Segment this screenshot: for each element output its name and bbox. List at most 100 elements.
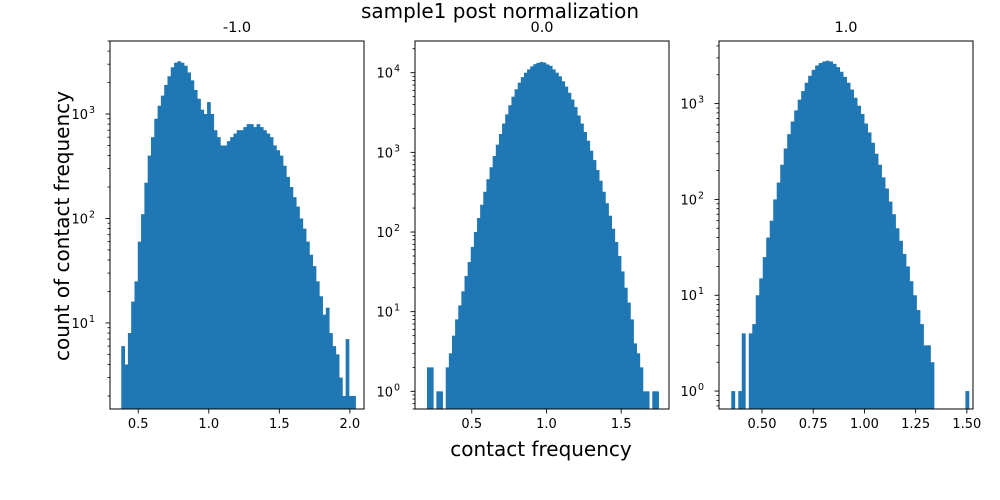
y-tick-label: 10	[71, 317, 88, 332]
y-tick-label: 10	[680, 193, 697, 208]
histogram-bar	[197, 98, 201, 409]
histogram-bar	[783, 148, 788, 410]
histogram-bar	[620, 271, 625, 409]
histogram-bar	[335, 354, 340, 409]
histogram-bar	[614, 241, 619, 409]
histogram-bar	[885, 188, 889, 409]
histogram-bar	[919, 324, 924, 409]
y-tick-label: 10	[376, 146, 393, 161]
histogram-bar	[639, 367, 644, 409]
histogram-bar	[899, 240, 903, 409]
histogram-bar	[539, 62, 544, 410]
y-tick-exponent: 1	[394, 303, 400, 314]
histogram-bar	[655, 391, 659, 409]
histogram-bar	[561, 81, 566, 409]
histogram-bar	[605, 203, 609, 409]
histogram-bars	[731, 60, 970, 410]
histogram-bar	[511, 96, 515, 410]
histogram-bar	[762, 257, 767, 409]
histogram-bar	[811, 69, 816, 409]
histogram-bar	[279, 155, 284, 409]
histogram-bar	[495, 144, 500, 409]
histogram-bar	[825, 60, 830, 409]
histogram-bar	[210, 114, 215, 409]
histogram-bar	[124, 364, 129, 409]
y-tick-label: 10	[376, 306, 393, 321]
histogram-bar	[339, 377, 343, 409]
histogram-bar	[517, 82, 522, 410]
histogram-bar	[480, 204, 484, 409]
histogram-bar	[276, 150, 281, 410]
histogram-bar	[808, 75, 813, 410]
histogram-bar	[523, 72, 528, 409]
histogram-bar	[867, 132, 872, 409]
histogram-bar	[144, 182, 149, 409]
x-tick-label: 1.5	[269, 417, 290, 432]
histogram-bar	[741, 333, 746, 409]
histogram-bar	[352, 395, 356, 409]
histogram-bar	[203, 114, 208, 409]
panel-title: 0.0	[530, 20, 553, 36]
histogram-bar	[930, 362, 935, 409]
histogram-bar	[246, 124, 251, 409]
histogram-bar	[766, 237, 771, 409]
x-tick-label: 0.75	[799, 417, 828, 432]
histogram-bar	[292, 197, 297, 409]
histogram-bar	[160, 95, 165, 410]
histogram-bar	[602, 191, 606, 409]
histogram-bar	[776, 182, 781, 409]
histogram-bar	[167, 76, 172, 409]
histogram-bar	[586, 140, 591, 409]
histogram-bar	[832, 63, 837, 409]
histogram-bar	[790, 121, 795, 410]
histogram-bar	[256, 124, 261, 409]
histogram-bar	[183, 65, 188, 410]
histogram-bar	[759, 278, 764, 409]
histogram-bar	[520, 77, 525, 410]
histogram-bar	[536, 62, 541, 409]
histogram-bar	[486, 179, 490, 409]
histogram-bar	[769, 220, 774, 409]
histogram-bar	[164, 84, 168, 410]
histogram-bar	[448, 353, 453, 409]
histogram-bar	[249, 124, 254, 409]
y-tick-exponent: 0	[394, 382, 400, 393]
axes-frame	[414, 40, 670, 410]
histogram-bar	[642, 391, 647, 409]
histogram-bar	[652, 391, 656, 409]
y-tick-exponent: 1	[89, 314, 95, 325]
histogram-bar	[916, 310, 921, 409]
histogram-bar	[527, 69, 531, 410]
x-axis-label: contact frequency	[450, 437, 632, 461]
histogram-bar	[207, 102, 211, 410]
y-tick-label: 10	[376, 226, 393, 241]
histogram-bar	[926, 345, 931, 409]
x-tick-label: 0.5	[461, 417, 482, 432]
y-tick-exponent: 2	[698, 190, 704, 201]
histogram-bar	[864, 123, 868, 410]
y-tick-exponent: 3	[698, 95, 704, 106]
histogram-bar	[589, 150, 594, 410]
histogram-bar	[259, 127, 264, 409]
y-tick-label: 10	[71, 212, 88, 227]
axes-frame	[718, 40, 974, 410]
histogram-bar	[150, 137, 155, 409]
histogram-bar	[455, 319, 459, 409]
y-tick-exponent: 3	[394, 143, 400, 154]
histogram-bar	[273, 145, 277, 409]
histogram-bar	[266, 133, 271, 409]
histogram-bar	[731, 391, 736, 409]
histogram-bar	[322, 314, 327, 409]
histogram-bar	[787, 134, 792, 409]
histogram-bar	[461, 291, 465, 409]
histogram-bar	[599, 180, 603, 409]
histogram-bar	[180, 62, 185, 409]
histogram-bar	[801, 91, 806, 410]
histogram-bar	[147, 155, 152, 409]
histogram-bar	[137, 241, 142, 409]
histogram-bar	[309, 254, 314, 409]
histogram-bar	[302, 228, 307, 409]
